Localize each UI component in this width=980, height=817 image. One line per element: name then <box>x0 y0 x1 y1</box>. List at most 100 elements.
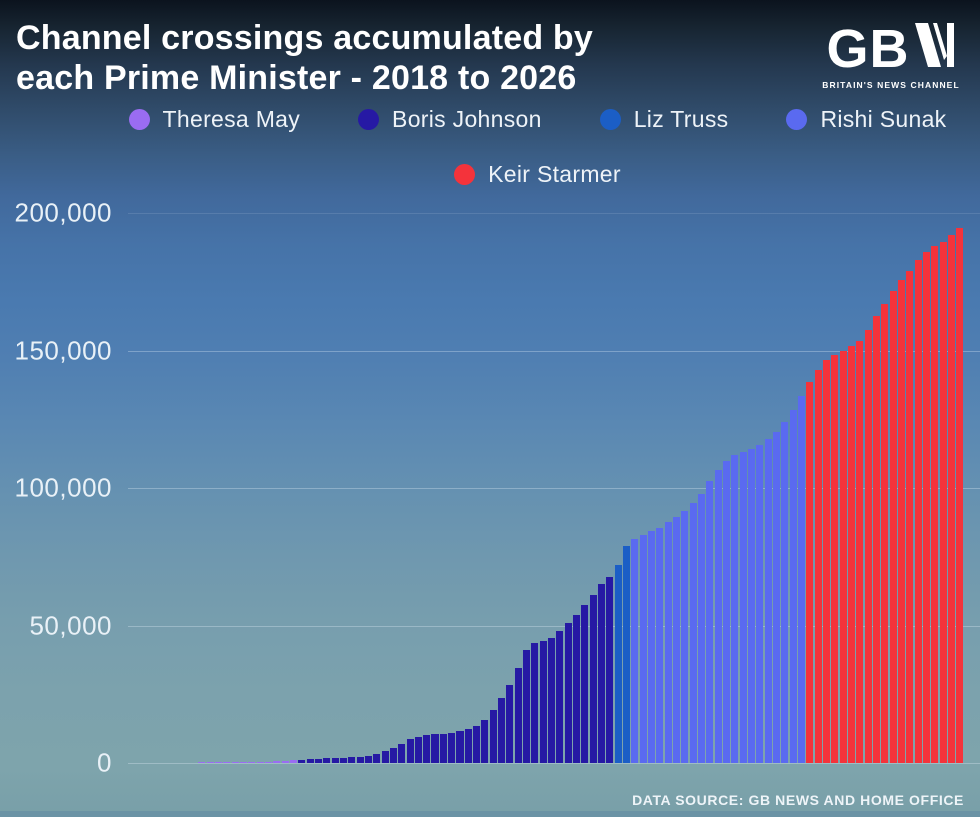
bar-rishi-sunak <box>772 431 780 763</box>
bar-boris-johnson <box>464 728 472 763</box>
bar-boris-johnson <box>298 759 306 763</box>
bar-theresa-may <box>223 762 231 763</box>
bar-boris-johnson <box>331 757 339 763</box>
bar-boris-johnson <box>531 642 539 763</box>
bar-boris-johnson <box>339 757 347 763</box>
legend-item-liz-truss: Liz Truss <box>599 106 729 133</box>
bar-keir-starmer <box>922 251 930 763</box>
gbnews-logo: GB BRITAIN'S NEWS CHANNEL <box>816 22 966 90</box>
title-line-2: each Prime Minister - 2018 to 2026 <box>16 59 577 98</box>
bar-boris-johnson <box>431 734 439 763</box>
legend-label: Theresa May <box>162 106 301 132</box>
bar-liz-truss <box>614 565 622 763</box>
bar-rishi-sunak <box>722 460 730 763</box>
bar-boris-johnson <box>489 710 497 763</box>
legend-label: Rishi Sunak <box>820 106 947 132</box>
bar-keir-starmer <box>881 303 889 763</box>
gbnews-logo-n-icon <box>912 22 956 76</box>
gridline-50000 <box>128 625 980 627</box>
bar-theresa-may <box>273 761 281 763</box>
bar-theresa-may <box>231 762 239 763</box>
bar-keir-starmer <box>872 316 880 763</box>
bar-boris-johnson <box>456 731 464 763</box>
bar-keir-starmer <box>931 246 939 763</box>
bar-keir-starmer <box>864 329 872 763</box>
bar-rishi-sunak <box>789 409 797 763</box>
bar-rishi-sunak <box>731 455 739 763</box>
bar-keir-starmer <box>839 350 847 763</box>
bar-keir-starmer <box>947 235 955 763</box>
bar-boris-johnson <box>589 595 597 763</box>
bar-rishi-sunak <box>673 516 681 763</box>
bar-theresa-may <box>248 761 256 763</box>
bar-boris-johnson <box>314 758 322 763</box>
bar-rishi-sunak <box>648 531 656 763</box>
bar-chart-plot-area <box>140 213 964 763</box>
bar-theresa-may <box>198 762 206 763</box>
legend-dot-icon <box>128 109 150 130</box>
gbnews-logo-gb: GB <box>826 19 910 79</box>
bar-boris-johnson <box>548 638 556 763</box>
chart-legend-row-2: Keir Starmer <box>0 161 980 188</box>
bar-keir-starmer <box>847 346 855 763</box>
legend-dot-icon <box>358 109 380 130</box>
legend-dot-icon <box>454 164 476 185</box>
bar-boris-johnson <box>423 735 431 763</box>
gridline-200000 <box>128 213 980 214</box>
bar-rishi-sunak <box>689 503 697 763</box>
bar-keir-starmer <box>856 340 864 763</box>
bar-boris-johnson <box>473 725 481 763</box>
bar-theresa-may <box>289 760 297 763</box>
bar-keir-starmer <box>806 382 814 763</box>
bar-keir-starmer <box>831 354 839 763</box>
bar-boris-johnson <box>539 640 547 763</box>
bar-boris-johnson <box>523 649 531 763</box>
y-axis-tick-label: 0 <box>97 747 112 778</box>
bar-boris-johnson <box>581 604 589 763</box>
gridline-0 <box>128 763 980 764</box>
bar-theresa-may <box>239 762 247 763</box>
y-axis-tick-label: 50,000 <box>29 610 112 640</box>
bar-boris-johnson <box>389 748 397 763</box>
y-axis-tick-label: 150,000 <box>14 335 112 365</box>
y-axis-tick-label: 200,000 <box>14 197 112 228</box>
bar-theresa-may <box>281 760 289 763</box>
data-source-caption: DATA SOURCE: GB NEWS AND HOME OFFICE <box>632 792 964 808</box>
bar-boris-johnson <box>398 744 406 763</box>
gbnews-logo-letters: GB <box>816 22 966 76</box>
bar-rishi-sunak <box>781 422 789 763</box>
bar-theresa-may <box>256 761 264 763</box>
bar-boris-johnson <box>564 622 572 763</box>
gridline-150000 <box>128 350 980 352</box>
bar-rishi-sunak <box>631 538 639 763</box>
bar-rishi-sunak <box>764 438 772 763</box>
legend-label: Boris Johnson <box>392 106 542 132</box>
bar-boris-johnson <box>306 759 314 763</box>
bar-boris-johnson <box>381 751 389 763</box>
y-axis-tick-label: 100,000 <box>14 472 112 503</box>
gbnews-logo-tagline: BRITAIN'S NEWS CHANNEL <box>822 80 960 90</box>
bar-boris-johnson <box>556 631 564 763</box>
bar-keir-starmer <box>939 241 947 763</box>
bar-boris-johnson <box>481 719 489 763</box>
title-line-1: Channel crossings accumulated by <box>16 19 594 57</box>
bar-boris-johnson <box>364 755 372 763</box>
bar-boris-johnson <box>356 756 364 763</box>
bar-boris-johnson <box>406 738 414 763</box>
chart-legend-row-1: Theresa May Boris Johnson Liz Truss Rishi S… <box>0 106 980 133</box>
bar-rishi-sunak <box>706 481 714 763</box>
bar-boris-johnson <box>323 758 331 763</box>
bar-boris-johnson <box>598 584 606 763</box>
bar-boris-johnson <box>514 668 522 763</box>
page-title: Channel crossings accumulated by each Pr… <box>16 18 593 98</box>
bar-theresa-may <box>214 762 222 763</box>
bottom-border-strip <box>0 811 980 817</box>
bar-keir-starmer <box>889 291 897 763</box>
bar-rishi-sunak <box>756 445 764 763</box>
legend-dot-icon <box>786 109 808 130</box>
bar-keir-starmer <box>906 270 914 763</box>
bar-boris-johnson <box>498 697 506 763</box>
legend-item-boris-johnson: Boris Johnson <box>358 106 542 133</box>
bar-boris-johnson <box>506 684 514 763</box>
